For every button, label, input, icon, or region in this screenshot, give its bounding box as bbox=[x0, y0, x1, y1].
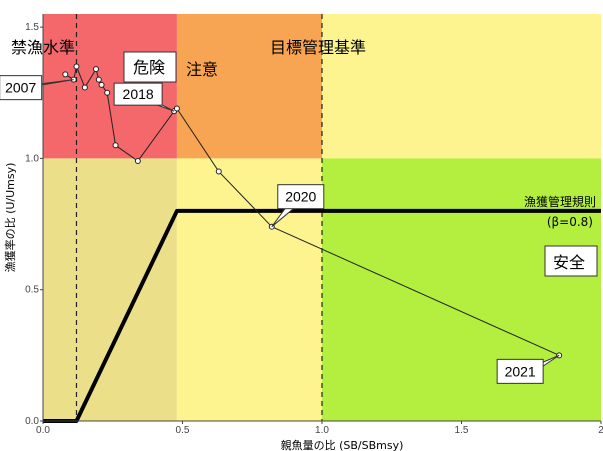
zone-upper-right bbox=[322, 14, 601, 159]
data-point bbox=[81, 84, 88, 91]
callout-label: 2007 bbox=[5, 80, 36, 96]
x-tick-label: 1.0 bbox=[315, 425, 329, 436]
data-point bbox=[98, 81, 105, 88]
data-point bbox=[93, 66, 100, 73]
callout-box bbox=[0, 75, 43, 101]
zone-caution bbox=[176, 14, 322, 159]
callout-2007: 2007 bbox=[0, 75, 74, 101]
x-tick-label: 0.5 bbox=[176, 425, 190, 436]
data-series bbox=[62, 63, 563, 359]
y-tick-label: 1.5 bbox=[25, 22, 39, 33]
callout-2018: 2018 bbox=[113, 82, 175, 112]
callout-label: 2020 bbox=[285, 189, 316, 205]
hcr-name-label: 漁獲管理規則 bbox=[524, 194, 596, 209]
data-point bbox=[134, 158, 141, 165]
reference-lines bbox=[75, 14, 323, 421]
y-axis-title: 漁獲率の比 (U/Umsy) bbox=[3, 163, 17, 273]
y-tick-label: 0.5 bbox=[25, 285, 39, 296]
callout-box bbox=[113, 82, 163, 106]
data-point bbox=[173, 105, 180, 112]
data-point bbox=[62, 71, 69, 78]
callout-box bbox=[277, 184, 325, 210]
data-point bbox=[112, 142, 119, 149]
caution-label: 注意 bbox=[186, 60, 218, 79]
zone-labels: 禁漁水準 危険 注意 目標管理基準 漁獲管理規則 (β=0.8) 安全 bbox=[11, 38, 598, 277]
y-tick-label: 0.0 bbox=[25, 416, 39, 427]
y-tick-label: 1.0 bbox=[25, 153, 39, 164]
data-point bbox=[95, 76, 102, 83]
axes: 0.0 0.5 1.0 1.5 2 0.0 0.5 1.0 1.5 親魚量の比 (SB/SBmsy… bbox=[3, 14, 603, 451]
danger-label: 危険 bbox=[133, 58, 165, 77]
callout-label: 2021 bbox=[505, 363, 536, 379]
safe-label-box: 安全 bbox=[544, 245, 598, 277]
data-point bbox=[215, 168, 222, 175]
x-tick-label: 2 bbox=[598, 425, 603, 436]
zone-safe bbox=[322, 158, 601, 421]
callout-2021: 2021 bbox=[496, 354, 560, 384]
danger-label-box: 危険 bbox=[123, 51, 177, 83]
callout-label: 2018 bbox=[123, 86, 154, 102]
target-label: 目標管理基準 bbox=[270, 38, 366, 57]
data-point bbox=[104, 89, 111, 96]
callout-2020: 2020 bbox=[271, 184, 325, 228]
zone-lower-left bbox=[43, 158, 177, 421]
x-tick-label: 0.0 bbox=[36, 425, 50, 436]
data-point bbox=[73, 63, 80, 70]
zone-backgrounds bbox=[43, 14, 601, 421]
x-tick-label: 1.5 bbox=[455, 425, 469, 436]
safe-label: 安全 bbox=[553, 253, 585, 272]
year-callouts: 2007 2018 2020 2021 bbox=[0, 75, 560, 384]
callout-box bbox=[496, 358, 544, 384]
hcr-beta-label: (β=0.8) bbox=[547, 215, 593, 229]
x-axis-title: 親魚量の比 (SB/SBmsy) bbox=[281, 439, 404, 451]
